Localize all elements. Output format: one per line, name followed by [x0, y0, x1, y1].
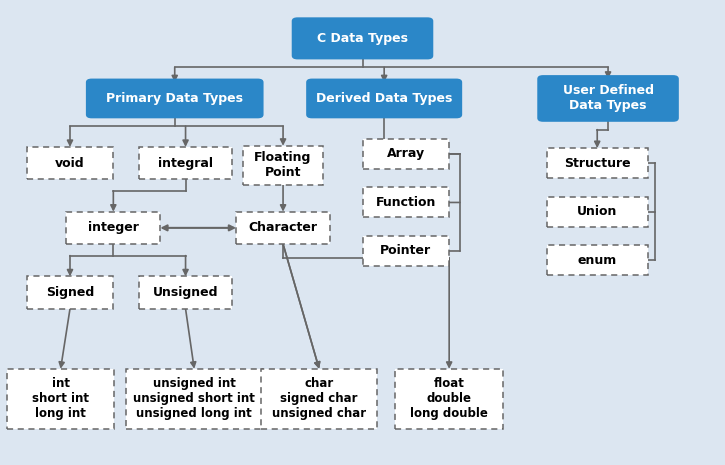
- FancyBboxPatch shape: [362, 236, 450, 266]
- FancyBboxPatch shape: [236, 212, 330, 244]
- Text: void: void: [55, 157, 85, 170]
- Text: Union: Union: [577, 205, 618, 218]
- FancyBboxPatch shape: [291, 17, 434, 60]
- Text: Floating
Point: Floating Point: [254, 152, 312, 179]
- Text: C Data Types: C Data Types: [317, 32, 408, 45]
- FancyBboxPatch shape: [125, 369, 263, 429]
- FancyBboxPatch shape: [27, 276, 113, 309]
- Text: float
double
long double: float double long double: [410, 378, 488, 420]
- Text: Array: Array: [386, 147, 425, 160]
- FancyBboxPatch shape: [138, 147, 233, 179]
- Text: integer: integer: [88, 221, 138, 234]
- FancyBboxPatch shape: [244, 146, 323, 185]
- FancyBboxPatch shape: [306, 79, 462, 118]
- FancyBboxPatch shape: [395, 369, 503, 429]
- Text: char
signed char
unsigned char: char signed char unsigned char: [272, 378, 366, 420]
- FancyBboxPatch shape: [547, 245, 647, 275]
- Text: integral: integral: [158, 157, 213, 170]
- Text: Signed: Signed: [46, 286, 94, 299]
- Text: User Defined
Data Types: User Defined Data Types: [563, 85, 653, 113]
- Text: int
short int
long int: int short int long int: [32, 378, 89, 420]
- Text: Primary Data Types: Primary Data Types: [107, 92, 243, 105]
- FancyBboxPatch shape: [547, 197, 647, 227]
- Text: Derived Data Types: Derived Data Types: [316, 92, 452, 105]
- FancyBboxPatch shape: [7, 369, 114, 429]
- FancyBboxPatch shape: [537, 75, 679, 122]
- Text: Pointer: Pointer: [381, 245, 431, 258]
- FancyBboxPatch shape: [27, 147, 113, 179]
- Text: Character: Character: [249, 221, 318, 234]
- FancyBboxPatch shape: [86, 79, 264, 118]
- FancyBboxPatch shape: [547, 148, 647, 178]
- FancyBboxPatch shape: [67, 212, 160, 244]
- FancyBboxPatch shape: [362, 139, 450, 169]
- Text: enum: enum: [578, 254, 617, 267]
- Text: unsigned int
unsigned short int
unsigned long int: unsigned int unsigned short int unsigned…: [133, 378, 255, 420]
- FancyBboxPatch shape: [138, 276, 233, 309]
- Text: Structure: Structure: [564, 157, 631, 170]
- FancyBboxPatch shape: [262, 369, 377, 429]
- Text: Unsigned: Unsigned: [153, 286, 218, 299]
- FancyBboxPatch shape: [362, 187, 450, 218]
- Text: Function: Function: [376, 196, 436, 209]
